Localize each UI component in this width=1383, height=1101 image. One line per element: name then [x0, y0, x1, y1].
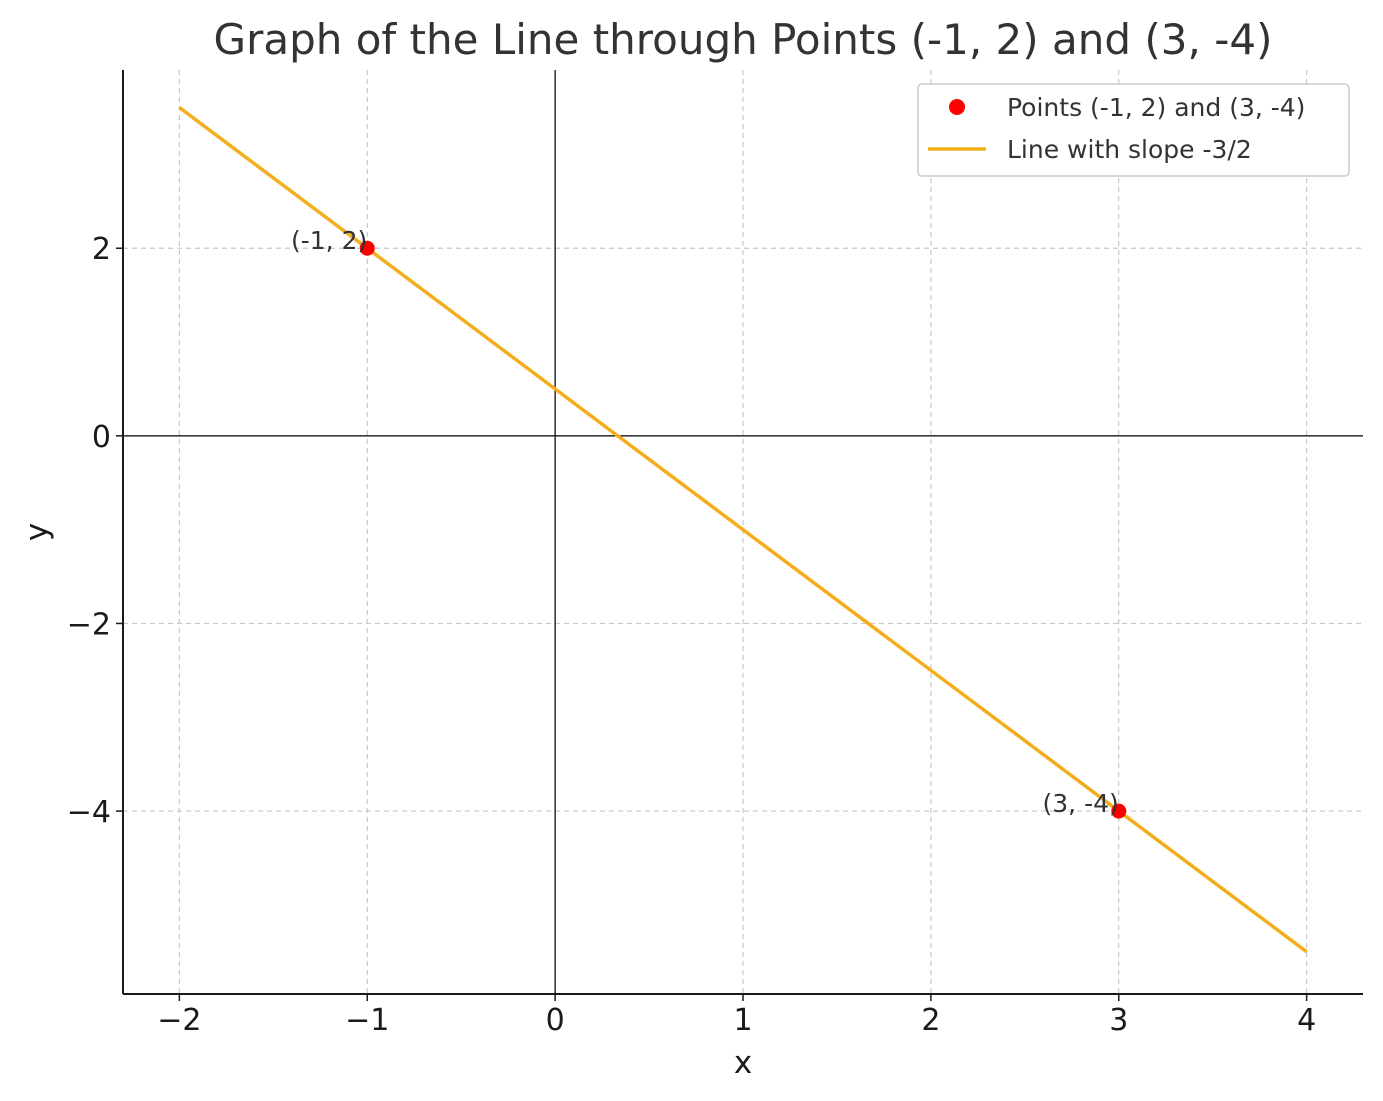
legend-marker-points	[949, 99, 965, 115]
x-tick-label-6: 4	[1297, 1003, 1316, 1038]
legend: Points (-1, 2) and (3, -4) Line with slo…	[917, 83, 1350, 177]
x-tick-label-4: 2	[921, 1003, 940, 1038]
point-annotation-1: (3, -4)	[1043, 789, 1119, 818]
annotations: (-1, 2) (3, -4)	[291, 226, 1119, 818]
legend-box	[917, 83, 1350, 177]
legend-label-line: Line with slope -3/2	[1007, 135, 1252, 164]
data-point-0	[359, 240, 375, 256]
x-tick-label-2: 0	[546, 1003, 565, 1038]
data-point-1	[1111, 803, 1127, 819]
x-axis-label: x	[734, 1045, 752, 1081]
x-tick-label-5: 3	[1109, 1003, 1128, 1038]
series-layer	[178, 106, 1308, 954]
y-tick-label-0: −4	[67, 795, 111, 830]
point-annotation-0: (-1, 2)	[291, 226, 367, 255]
y-tick-label-3: 2	[92, 232, 111, 267]
legend-label-points: Points (-1, 2) and (3, -4)	[1007, 93, 1305, 122]
y-axis-label: y	[19, 523, 55, 541]
x-tick-label-3: 1	[733, 1003, 752, 1038]
reference-lines	[123, 70, 1363, 994]
y-tick-label-2: 0	[92, 420, 111, 455]
x-tick-label-0: −2	[157, 1003, 201, 1038]
x-tick-label-1: −1	[345, 1003, 389, 1038]
ticks: −2 −1 0 1 2 3 4 −4 −2 0 2	[67, 232, 1316, 1038]
chart-title: Graph of the Line through Points (-1, 2)…	[214, 15, 1273, 64]
y-tick-label-1: −2	[67, 607, 111, 642]
